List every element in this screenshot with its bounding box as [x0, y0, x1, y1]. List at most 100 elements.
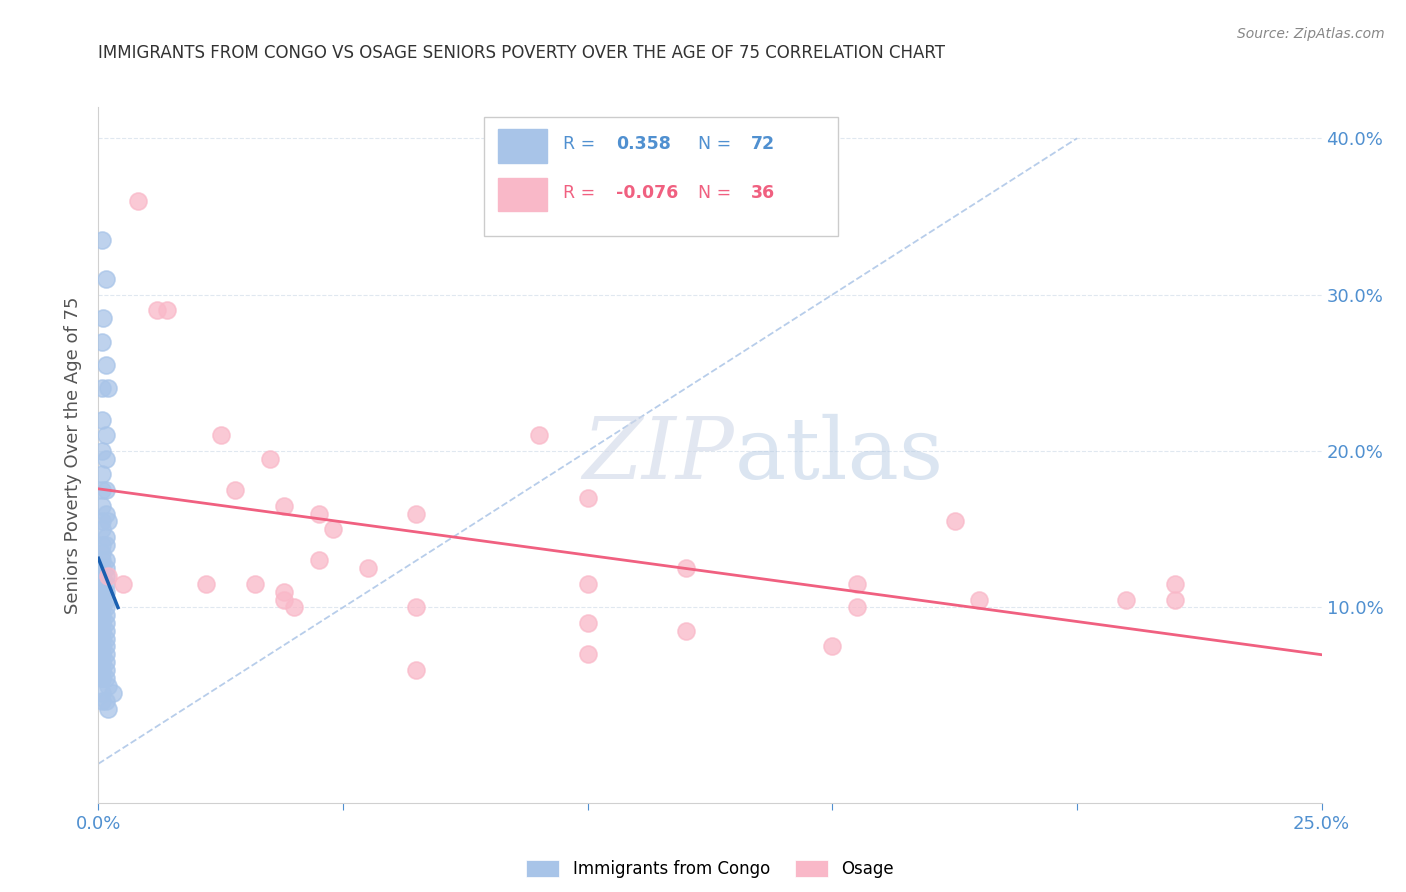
Point: [91, 334, 114, 349]
Point: [405, 507, 427, 521]
Point: [94, 569, 117, 583]
Point: [91, 413, 114, 427]
Point: [576, 615, 599, 630]
Point: [243, 577, 266, 591]
Point: [576, 491, 599, 505]
Point: [111, 577, 134, 591]
FancyBboxPatch shape: [498, 178, 547, 211]
Point: [405, 600, 427, 615]
Point: [322, 522, 344, 536]
Point: [91, 522, 114, 536]
Text: R =: R =: [564, 135, 596, 153]
Text: -0.076: -0.076: [616, 184, 678, 202]
Point: [91, 671, 114, 685]
Point: [91, 592, 114, 607]
Point: [576, 577, 599, 591]
Text: ZIP: ZIP: [582, 414, 734, 496]
Point: [91, 546, 114, 560]
Point: [94, 624, 117, 638]
Point: [195, 577, 218, 591]
FancyBboxPatch shape: [498, 129, 547, 162]
Point: [91, 553, 114, 567]
Point: [821, 640, 844, 654]
Point: [308, 507, 330, 521]
Point: [94, 577, 117, 591]
Point: [91, 584, 114, 599]
Point: [94, 428, 117, 442]
Point: [91, 624, 114, 638]
Point: [94, 584, 117, 599]
Point: [91, 608, 114, 623]
Point: [94, 671, 117, 685]
Point: [91, 624, 114, 638]
Point: [91, 655, 114, 669]
Point: [91, 577, 114, 591]
Point: [94, 600, 117, 615]
Point: [576, 647, 599, 661]
Point: [94, 561, 117, 575]
Point: [97, 382, 120, 396]
Point: [943, 514, 966, 528]
Point: [91, 382, 114, 396]
Point: [91, 640, 114, 654]
Point: [405, 663, 427, 677]
Point: [94, 507, 117, 521]
Point: [91, 514, 114, 528]
Text: IMMIGRANTS FROM CONGO VS OSAGE SENIORS POVERTY OVER THE AGE OF 75 CORRELATION CH: IMMIGRANTS FROM CONGO VS OSAGE SENIORS P…: [98, 45, 945, 62]
Text: Source: ZipAtlas.com: Source: ZipAtlas.com: [1237, 27, 1385, 41]
Point: [97, 702, 120, 716]
Point: [94, 647, 117, 661]
Point: [146, 303, 169, 318]
Point: [527, 428, 550, 442]
Point: [94, 632, 117, 646]
Point: [101, 686, 124, 700]
Point: [94, 640, 117, 654]
Point: [91, 483, 114, 497]
Point: [91, 686, 114, 700]
Point: [91, 615, 114, 630]
Point: [259, 451, 281, 466]
Point: [91, 655, 114, 669]
Point: [91, 663, 114, 677]
Point: [94, 663, 117, 677]
Point: [91, 600, 114, 615]
Point: [94, 483, 117, 497]
Point: [91, 499, 114, 513]
Point: [675, 561, 697, 575]
Point: [308, 553, 330, 567]
Point: [356, 561, 378, 575]
Point: [94, 538, 117, 552]
Y-axis label: Seniors Poverty Over the Age of 75: Seniors Poverty Over the Age of 75: [63, 296, 82, 614]
Point: [94, 615, 117, 630]
Point: [91, 569, 114, 583]
Point: [967, 592, 990, 607]
Point: [91, 569, 114, 583]
Point: [91, 632, 114, 646]
Text: N =: N =: [697, 184, 731, 202]
Point: [94, 358, 117, 372]
Point: [97, 569, 120, 583]
Point: [94, 553, 117, 567]
FancyBboxPatch shape: [484, 118, 838, 235]
Text: 36: 36: [751, 184, 775, 202]
Point: [675, 624, 697, 638]
Point: [94, 694, 117, 708]
Point: [97, 679, 120, 693]
Point: [1164, 577, 1187, 591]
Point: [91, 671, 114, 685]
Point: [273, 592, 295, 607]
Point: [845, 577, 868, 591]
Point: [1115, 592, 1137, 607]
Point: [94, 655, 117, 669]
Point: [91, 444, 114, 458]
Point: [94, 272, 117, 286]
Text: 72: 72: [751, 135, 775, 153]
Point: [91, 663, 114, 677]
Point: [273, 499, 295, 513]
Text: 0.358: 0.358: [616, 135, 671, 153]
Point: [273, 584, 295, 599]
Point: [91, 584, 114, 599]
Point: [91, 467, 114, 482]
Point: [209, 428, 232, 442]
Point: [94, 608, 117, 623]
